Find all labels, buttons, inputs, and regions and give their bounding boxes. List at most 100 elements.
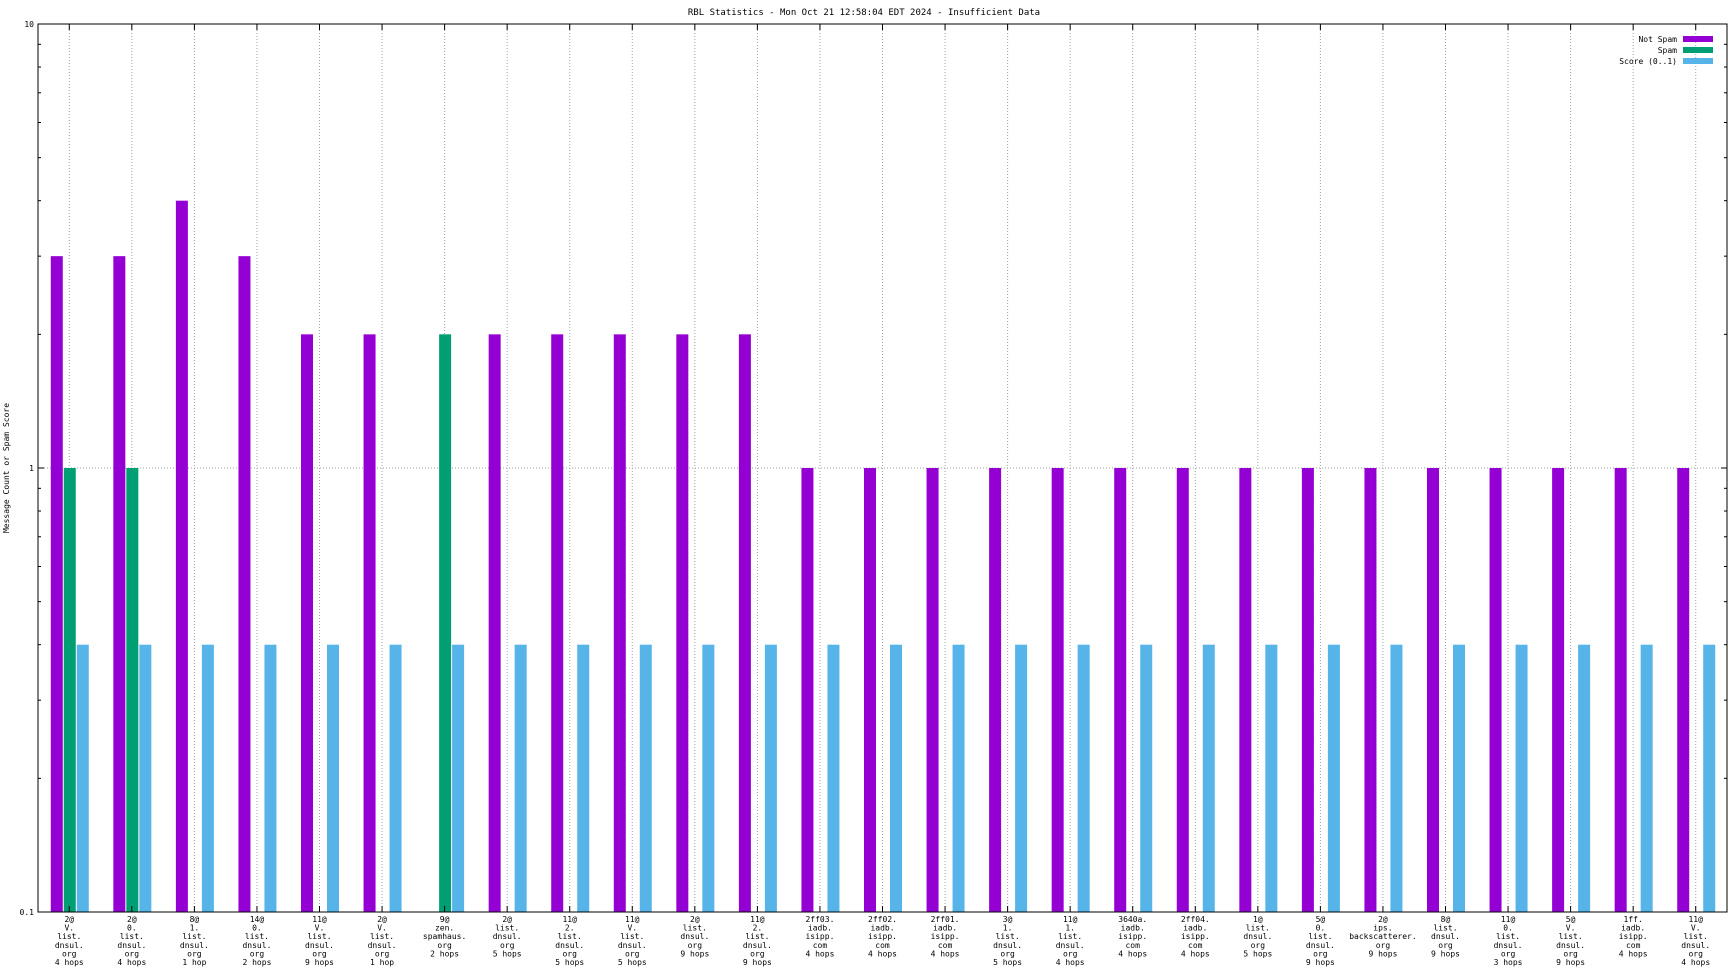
bar-not-spam	[50, 256, 63, 912]
bar-score-0-1	[1077, 644, 1090, 912]
x-tick-label: 5@ V. list. dnsul. org 9 hops	[1556, 915, 1585, 967]
x-tick-label: 2ff03. iadb. isipp. com 4 hops	[805, 915, 834, 958]
bar-not-spam	[551, 334, 564, 913]
x-tick-label: 11@ 2. list. dnsul. org 5 hops	[555, 915, 584, 967]
x-tick-label: 2@ list. dnsul. org 9 hops	[680, 915, 709, 958]
bar-score-0-1	[1578, 644, 1591, 912]
x-tick-label: 11@ 0. list. dnsul. org 3 hops	[1494, 915, 1523, 967]
x-tick-label: 11@ 1. list. dnsul. org 4 hops	[1056, 915, 1085, 967]
x-tick-label: 11@ V. list. dnsul. org 4 hops	[1681, 915, 1710, 967]
x-tick-label: 3640a. iadb. isipp. com 4 hops	[1118, 915, 1147, 958]
bar-score-0-1	[577, 644, 590, 912]
bars	[50, 200, 1716, 913]
x-tick-label: 11@ 2. list. dnsul. org 9 hops	[743, 915, 772, 967]
legend-swatch-spam	[1683, 47, 1713, 53]
bar-not-spam	[1614, 468, 1627, 912]
legend-label-spam: Spam	[1658, 46, 1677, 55]
legend: Not Spam Spam Score (0..1)	[1619, 35, 1713, 66]
bar-not-spam	[175, 200, 188, 912]
bar-not-spam	[363, 334, 376, 913]
y-tick-label: 10	[24, 20, 34, 29]
bar-not-spam	[1176, 468, 1189, 912]
x-tick-label: 2@ V. list. dnsul. org 4 hops	[55, 915, 84, 967]
bar-score-0-1	[639, 644, 652, 912]
bar-score-0-1	[827, 644, 840, 912]
x-tick-label: 1ff. iadb. isipp. com 4 hops	[1619, 915, 1648, 958]
x-tick-label: 9@ zen. spamhaus. org 2 hops	[423, 915, 466, 958]
bar-not-spam	[801, 468, 814, 912]
bar-score-0-1	[76, 644, 89, 912]
bar-score-0-1	[452, 644, 465, 912]
x-tick-labels: 2@ V. list. dnsul. org 4 hops 2@ 0. list. dnsul. o…	[55, 915, 1711, 967]
bar-score-0-1	[1327, 644, 1340, 912]
bar-score-0-1	[890, 644, 902, 912]
bar-score-0-1	[702, 644, 715, 912]
x-tick-label: 2ff01. iadb. isipp. com 4 hops	[931, 915, 960, 958]
x-tick-label: 11@ V. list. dnsul. org 9 hops	[305, 915, 334, 967]
bar-score-0-1	[1390, 644, 1403, 912]
bar-score-0-1	[952, 644, 965, 912]
bar-not-spam	[238, 256, 251, 912]
bar-not-spam	[738, 334, 751, 913]
x-tick-label: 2ff02. iadb. isipp. com 4 hops	[868, 915, 897, 958]
bar-not-spam	[676, 334, 689, 913]
bar-not-spam	[1051, 468, 1064, 912]
bar-score-0-1	[201, 644, 214, 912]
bar-score-0-1	[1140, 644, 1153, 912]
bar-score-0-1	[514, 644, 527, 912]
bar-not-spam	[1114, 468, 1127, 912]
bar-not-spam	[1427, 468, 1439, 912]
bar-not-spam	[488, 334, 501, 913]
legend-label-not-spam: Not Spam	[1638, 35, 1677, 44]
bar-spam	[439, 334, 452, 913]
bar-not-spam	[113, 256, 126, 912]
bar-spam	[126, 468, 139, 912]
x-tick-label: 2@ V. list. dnsul. org 1 hop	[368, 915, 397, 967]
bar-score-0-1	[1265, 644, 1278, 912]
bar-score-0-1	[389, 644, 402, 912]
x-tick-label: 2ff04. iadb. isipp. com 4 hops	[1181, 915, 1210, 958]
x-tick-label: 2@ list. dnsul. org 5 hops	[493, 915, 522, 958]
bar-score-0-1	[1015, 644, 1028, 912]
y-axis-label: Message Count or Spam Score	[2, 403, 11, 533]
bar-not-spam	[1364, 468, 1377, 912]
legend-label-score-0-1: Score (0..1)	[1619, 57, 1677, 66]
bar-not-spam	[301, 334, 313, 913]
bar-score-0-1	[327, 644, 339, 912]
x-tick-label: 8@ list. dnsul. org 9 hops	[1431, 915, 1460, 958]
legend-swatch-not-spam	[1683, 36, 1713, 42]
bar-score-0-1	[1703, 644, 1716, 912]
chart-title: RBL Statistics - Mon Oct 21 12:58:04 EDT…	[688, 8, 1040, 18]
bar-score-0-1	[1515, 644, 1528, 912]
bar-not-spam	[989, 468, 1002, 912]
x-tick-label: 2@ 0. list. dnsul. org 4 hops	[117, 915, 146, 967]
y-tick-label: 1	[29, 464, 34, 473]
bar-score-0-1	[764, 644, 777, 912]
bar-not-spam	[1677, 468, 1690, 912]
bar-score-0-1	[1202, 644, 1215, 912]
bar-not-spam	[1301, 468, 1314, 912]
axes: 0.1 1 10	[20, 20, 1728, 917]
bar-not-spam	[1489, 468, 1502, 912]
x-tick-label: 8@ 1. list. dnsul. org 1 hop	[180, 915, 209, 967]
bar-score-0-1	[264, 644, 277, 912]
x-tick-label: 3@ 1. list. dnsul. org 5 hops	[993, 915, 1022, 967]
y-tick-label: 0.1	[20, 908, 35, 917]
x-tick-label: 1@ list. dnsul. org 5 hops	[1243, 915, 1272, 958]
legend-swatch-score-0-1	[1683, 58, 1713, 64]
x-tick-label: 2@ ips. backscatterer. org 9 hops	[1349, 915, 1416, 958]
grid	[38, 24, 1727, 912]
bar-not-spam	[1239, 468, 1252, 912]
bar-not-spam	[864, 468, 876, 912]
bar-not-spam	[1552, 468, 1565, 912]
bar-not-spam	[613, 334, 626, 913]
bar-not-spam	[926, 468, 939, 912]
x-tick-label: 14@ 0. list. dnsul. org 2 hops	[242, 915, 271, 967]
bar-spam	[63, 468, 76, 912]
x-tick-label: 5@ 0. list. dnsul. org 9 hops	[1306, 915, 1335, 967]
x-tick-label: 11@ V. list. dnsul. org 5 hops	[618, 915, 647, 967]
bar-score-0-1	[1453, 644, 1465, 912]
bar-score-0-1	[139, 644, 152, 912]
bar-score-0-1	[1640, 644, 1653, 912]
